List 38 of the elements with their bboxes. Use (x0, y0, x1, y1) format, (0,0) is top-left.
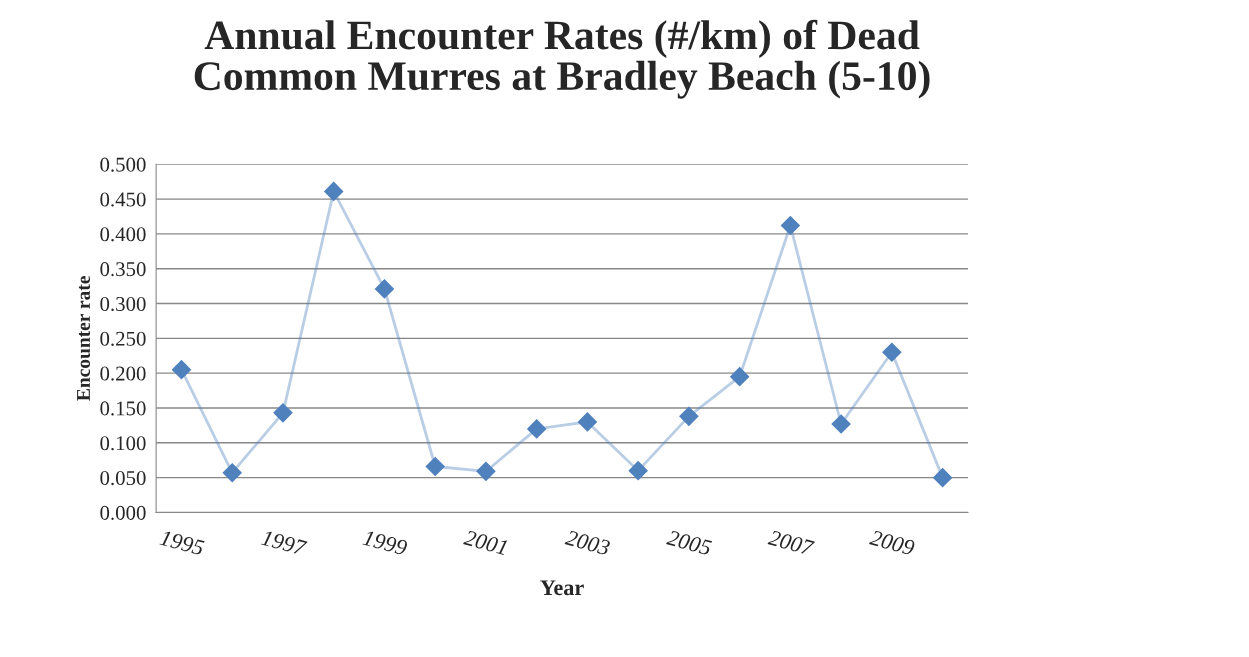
point (679, 406, 699, 426)
point (780, 216, 800, 236)
x-tick-label: 2001 (463, 529, 508, 556)
point (222, 463, 242, 483)
y-tick-label: 0.400 (100, 227, 146, 242)
y-tick-label: 0.150 (100, 401, 146, 416)
y-tick-label: 0.250 (100, 331, 146, 346)
point (933, 468, 953, 488)
chart-title: Annual Encounter Rates (#/km) of Dead Common Murres at Bradley Beach (5-10) (194, 19, 930, 99)
y-tick-label: 0.450 (100, 192, 146, 207)
y-tick-label: 0.100 (100, 436, 146, 451)
y-tick-label: 0.500 (100, 157, 146, 172)
x-tick-label: 2007 (767, 529, 816, 556)
x-tick-label: 1995 (159, 530, 205, 556)
point (273, 403, 293, 423)
point (476, 461, 496, 481)
point (374, 279, 394, 299)
x-tick-label: 2009 (868, 529, 916, 556)
x-tick-label: 1999 (362, 530, 408, 556)
x-tick-label: 2005 (666, 529, 713, 556)
y-axis-title: Encounter rate (77, 276, 91, 401)
y-tick-label: 0.000 (100, 505, 146, 520)
y-tick-label: 0.300 (100, 296, 146, 312)
y-tick-label: 0.050 (100, 471, 146, 486)
y-tick-label: 0.200 (100, 366, 146, 381)
point (527, 419, 547, 439)
x-tick-label: 2003 (564, 529, 611, 556)
point (324, 181, 344, 201)
point (425, 456, 445, 477)
point (628, 461, 648, 481)
y-tick-label: 0.350 (100, 262, 146, 277)
point (831, 414, 851, 434)
x-tick-label: 1997 (260, 530, 308, 556)
point (730, 367, 750, 387)
point (171, 360, 192, 380)
x-axis-title: Year (540, 580, 584, 596)
point (882, 342, 902, 362)
point (577, 412, 597, 432)
